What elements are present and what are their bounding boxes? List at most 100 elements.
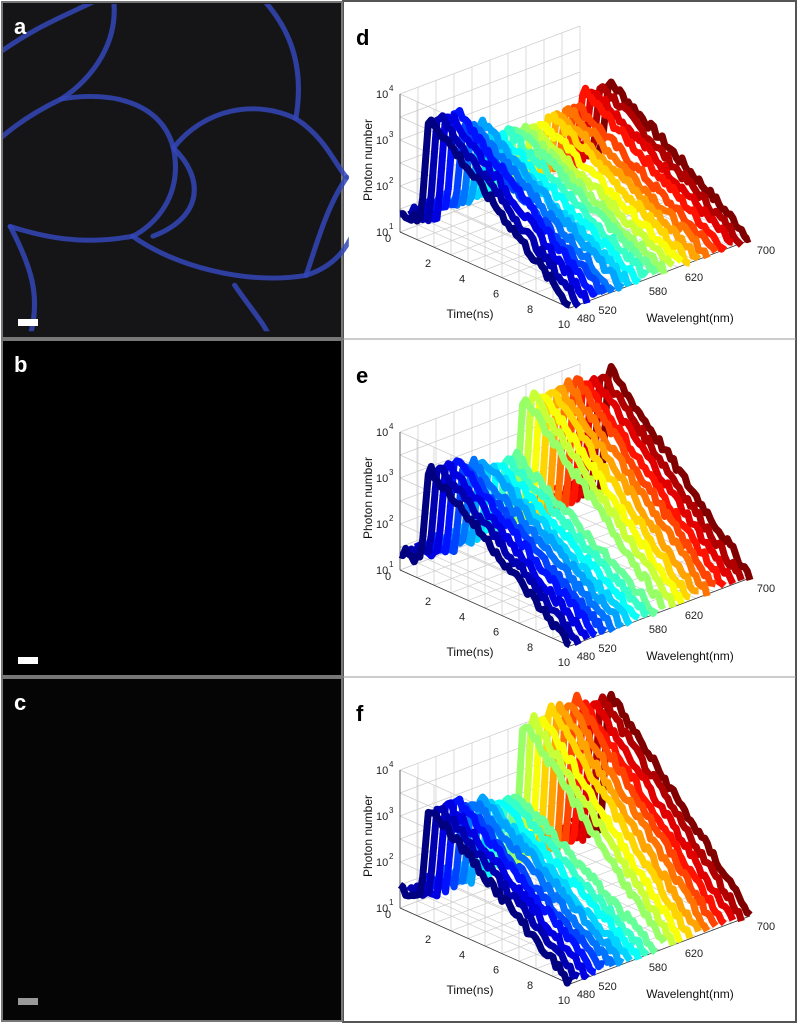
y-tick-exponent: 2 <box>389 514 394 523</box>
y-tick-exponent: 4 <box>389 760 394 769</box>
axis-line <box>399 907 571 985</box>
axis-line <box>399 569 571 647</box>
z-tick-label: 620 <box>685 272 703 284</box>
decay-trace <box>543 375 717 588</box>
x-axis-label: Time(ns) <box>447 983 494 997</box>
x-tick-label: 8 <box>527 642 533 654</box>
decay-trace <box>405 804 581 980</box>
y-tick-base: 10 <box>376 427 388 439</box>
x-tick-label: 2 <box>425 596 431 608</box>
cell-wall <box>3 3 95 54</box>
cell-wall <box>7 94 178 243</box>
y-tick-exponent: 1 <box>389 560 394 569</box>
x-tick-label: 0 <box>385 909 391 921</box>
decay-trace <box>569 373 745 582</box>
x-axis-label: Time(ns) <box>447 307 494 321</box>
decay-trace <box>450 458 625 629</box>
x-tick-label: 6 <box>493 965 499 977</box>
decay-trace <box>536 105 711 260</box>
decay-trace <box>560 88 734 246</box>
cell-wall <box>263 3 301 122</box>
scale-bar <box>18 657 38 664</box>
z-tick-label: 520 <box>598 305 616 317</box>
grid-line <box>552 232 734 301</box>
decay-trace <box>442 455 616 634</box>
y-tick-base: 10 <box>376 181 388 193</box>
y-tick-exponent: 2 <box>389 176 394 185</box>
y-tick-exponent: 3 <box>389 806 394 815</box>
y-axis-label: Photon number <box>361 119 375 201</box>
cell-wall <box>170 106 349 180</box>
panel-label: e <box>356 363 368 388</box>
z-tick-label: 620 <box>685 948 703 960</box>
x-tick-label: 10 <box>558 319 570 331</box>
axis-line <box>569 915 751 985</box>
panel-label: b <box>14 352 27 377</box>
y-tick-base: 10 <box>376 135 388 147</box>
y-tick-base: 10 <box>376 857 388 869</box>
cell-wall <box>150 145 197 239</box>
scale-bar <box>18 998 38 1005</box>
z-tick-label: 700 <box>757 245 775 257</box>
x-tick-label: 4 <box>459 273 465 285</box>
panel-label: d <box>356 25 369 50</box>
y-tick-exponent: 2 <box>389 852 394 861</box>
micrograph-bg <box>1 1 343 339</box>
decay-trace <box>407 112 582 309</box>
grid-line <box>399 25 581 95</box>
x-tick-label: 6 <box>493 289 499 301</box>
x-tick-label: 4 <box>459 611 465 623</box>
decay-trace <box>405 464 582 646</box>
x-tick-label: 6 <box>493 627 499 639</box>
y-tick-exponent: 4 <box>389 422 394 431</box>
y-axis-label: Photon number <box>361 457 375 539</box>
decay-trace <box>397 808 574 987</box>
z-tick-label: 580 <box>649 286 667 298</box>
micrograph-bg <box>1 339 343 677</box>
z-tick-label: 520 <box>598 981 616 993</box>
panel-label: f <box>356 701 364 726</box>
x-tick-label: 2 <box>425 934 431 946</box>
y-tick-base: 10 <box>376 765 388 777</box>
y-axis-label: Photon number <box>361 795 375 877</box>
micrograph-bg <box>1 677 343 1022</box>
x-tick-label: 0 <box>385 233 391 245</box>
decay-trace <box>500 123 675 268</box>
y-tick-base: 10 <box>376 519 388 531</box>
cell-wall <box>232 282 270 332</box>
grid-line <box>467 870 649 939</box>
x-tick-label: 10 <box>558 657 570 669</box>
grid-line <box>399 48 581 118</box>
z-tick-label: 620 <box>685 610 703 622</box>
decay-trace <box>519 389 691 601</box>
decay-trace <box>483 793 659 956</box>
x-axis-label: Time(ns) <box>447 645 494 659</box>
decay-trace <box>534 702 711 933</box>
y-tick-base: 10 <box>376 227 388 239</box>
decay-trace <box>553 84 728 253</box>
decay-trace <box>500 389 677 609</box>
decay-trace <box>475 794 650 957</box>
x-tick-label: 2 <box>425 258 431 270</box>
x-tick-label: 10 <box>558 995 570 1007</box>
y-tick-exponent: 3 <box>389 130 394 139</box>
decay-trace <box>516 702 694 940</box>
z-tick-label: 580 <box>649 624 667 636</box>
z-tick-label: 700 <box>757 583 775 595</box>
decay-trace <box>579 78 752 244</box>
decay-trace <box>493 723 668 945</box>
z-axis-label: Wavelenght(nm) <box>646 311 734 325</box>
decay-trace <box>569 83 744 248</box>
decay-trace <box>415 799 590 980</box>
decay-trace <box>399 116 572 309</box>
decay-trace <box>449 116 625 292</box>
panel-label: c <box>14 690 26 715</box>
scale-bar <box>18 319 38 326</box>
z-tick-label: 480 <box>577 313 595 325</box>
decay-trace <box>517 111 691 267</box>
z-tick-label: 580 <box>649 962 667 974</box>
z-axis-label: Wavelenght(nm) <box>646 987 734 1001</box>
y-tick-base: 10 <box>376 565 388 577</box>
decay-trace <box>492 396 667 610</box>
y-tick-base: 10 <box>376 903 388 915</box>
